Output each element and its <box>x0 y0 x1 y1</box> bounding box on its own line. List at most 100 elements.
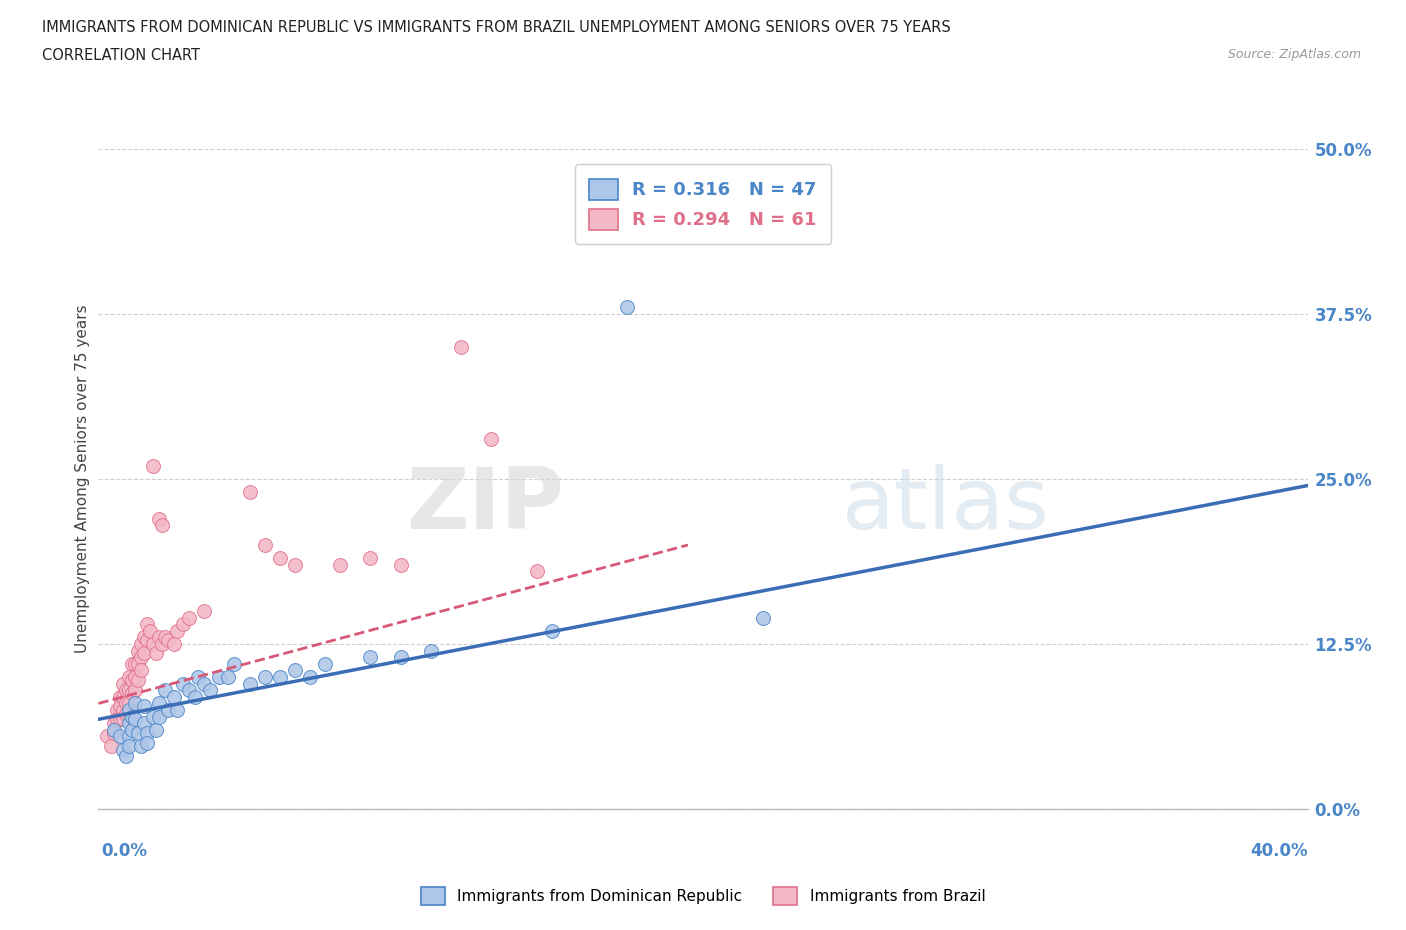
Point <box>299 670 322 684</box>
Point <box>163 637 186 652</box>
Point <box>103 725 125 740</box>
Point <box>124 696 146 711</box>
Point <box>450 339 472 354</box>
Point <box>208 670 231 684</box>
Point <box>114 696 136 711</box>
Text: ZIP: ZIP <box>406 464 564 547</box>
Point <box>121 723 143 737</box>
Point <box>179 683 201 698</box>
Point <box>100 738 122 753</box>
Point <box>118 703 141 718</box>
Point <box>752 610 775 625</box>
Point <box>118 683 141 698</box>
Point <box>314 657 336 671</box>
Y-axis label: Unemployment Among Seniors over 75 years: Unemployment Among Seniors over 75 years <box>75 305 90 653</box>
Point <box>142 710 165 724</box>
Point <box>217 670 239 684</box>
Point <box>108 711 131 726</box>
Point <box>153 630 176 644</box>
Point <box>163 689 186 704</box>
Point <box>284 663 307 678</box>
Point <box>121 672 143 687</box>
Point <box>145 723 167 737</box>
Point <box>124 657 146 671</box>
Point <box>148 630 170 644</box>
Point <box>127 657 149 671</box>
Text: Source: ZipAtlas.com: Source: ZipAtlas.com <box>1227 48 1361 61</box>
Point <box>103 723 125 737</box>
Point <box>540 623 562 638</box>
Point <box>148 512 170 526</box>
Point <box>200 683 222 698</box>
Point <box>269 551 291 565</box>
Point <box>389 650 412 665</box>
Legend: Immigrants from Dominican Republic, Immigrants from Brazil: Immigrants from Dominican Republic, Immi… <box>415 882 991 911</box>
Point <box>145 645 167 660</box>
Point <box>129 663 152 678</box>
Point <box>118 696 141 711</box>
Point <box>172 676 194 691</box>
Point <box>114 683 136 698</box>
Point <box>360 551 382 565</box>
Point <box>111 703 134 718</box>
Point <box>121 657 143 671</box>
Point <box>132 645 155 660</box>
Point <box>127 672 149 687</box>
Point <box>108 689 131 704</box>
Point <box>132 630 155 644</box>
Text: atlas: atlas <box>842 464 1050 547</box>
Point <box>118 738 141 753</box>
Point <box>124 683 146 698</box>
Point <box>329 557 352 572</box>
Point <box>127 644 149 658</box>
Point <box>118 670 141 684</box>
Point <box>284 557 307 572</box>
Point <box>132 716 155 731</box>
Point <box>118 707 141 722</box>
Point <box>239 485 262 499</box>
Point <box>224 657 246 671</box>
Point <box>111 689 134 704</box>
Point <box>124 670 146 684</box>
Point <box>187 670 209 684</box>
Point <box>108 729 131 744</box>
Point <box>481 432 503 446</box>
Point <box>121 710 143 724</box>
Point <box>105 711 128 726</box>
Point <box>150 518 173 533</box>
Point <box>103 716 125 731</box>
Point <box>139 623 162 638</box>
Point <box>526 564 548 578</box>
Point <box>156 703 179 718</box>
Point <box>135 736 157 751</box>
Point <box>193 676 215 691</box>
Point <box>135 632 157 647</box>
Point <box>111 742 134 757</box>
Point <box>156 632 179 647</box>
Point <box>121 685 143 700</box>
Point <box>166 623 188 638</box>
Point <box>118 716 141 731</box>
Point <box>129 738 152 753</box>
Text: 0.0%: 0.0% <box>101 842 148 859</box>
Point <box>166 703 188 718</box>
Point <box>239 676 262 691</box>
Point <box>150 637 173 652</box>
Point <box>253 670 276 684</box>
Legend: R = 0.316   N = 47, R = 0.294   N = 61: R = 0.316 N = 47, R = 0.294 N = 61 <box>575 165 831 244</box>
Text: 40.0%: 40.0% <box>1250 842 1308 859</box>
Point <box>193 604 215 618</box>
Point <box>148 696 170 711</box>
Point <box>127 725 149 740</box>
Point <box>114 749 136 764</box>
Point <box>111 676 134 691</box>
Text: IMMIGRANTS FROM DOMINICAN REPUBLIC VS IMMIGRANTS FROM BRAZIL UNEMPLOYMENT AMONG : IMMIGRANTS FROM DOMINICAN REPUBLIC VS IM… <box>42 20 950 35</box>
Point <box>253 538 276 552</box>
Point <box>118 729 141 744</box>
Point <box>616 299 638 314</box>
Point <box>129 637 152 652</box>
Point <box>269 670 291 684</box>
Point <box>114 707 136 722</box>
Point <box>179 610 201 625</box>
Point <box>148 710 170 724</box>
